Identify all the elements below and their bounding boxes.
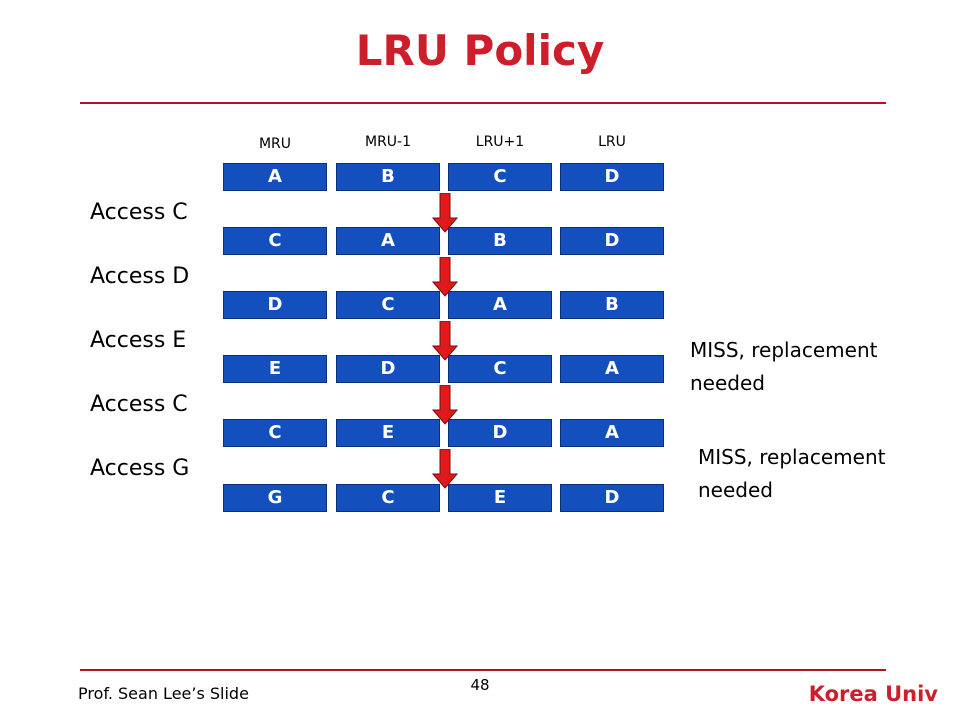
cache-cell: D [560, 227, 664, 255]
column-header-2: MRU-1 [364, 134, 411, 150]
slide-title: LRU Policy [355, 26, 605, 75]
cache-cell: A [560, 355, 664, 383]
access-label: Access G [90, 456, 190, 481]
cache-cell: D [560, 163, 664, 191]
top-divider [80, 102, 886, 104]
cache-cell: D [223, 291, 327, 319]
column-header-1: MRU [258, 136, 292, 152]
cache-cell: C [336, 484, 440, 512]
cache-cell: C [448, 355, 552, 383]
cache-cell: A [448, 291, 552, 319]
cache-cell: E [448, 484, 552, 512]
miss-note-2-line1: MISS, replacement [698, 445, 886, 469]
access-label: Access C [90, 200, 188, 225]
down-arrow-icon [431, 320, 459, 361]
cache-cell: C [223, 419, 327, 447]
column-header-3: LRU+1 [475, 134, 525, 150]
miss-note-2: MISS, replacement needed [698, 441, 885, 507]
cache-cell: A [560, 419, 664, 447]
down-arrow-icon [431, 448, 459, 489]
access-label: Access D [90, 264, 190, 289]
cache-cell: C [448, 163, 552, 191]
cache-cell: D [448, 419, 552, 447]
cache-cell: D [560, 484, 664, 512]
cache-cell: A [336, 227, 440, 255]
miss-note-1: MISS, replacement needed [690, 334, 877, 400]
cache-cell: C [336, 291, 440, 319]
down-arrow-icon [431, 256, 459, 297]
cache-cell: A [223, 163, 327, 191]
miss-note-2-line2: needed [698, 478, 773, 502]
footer-org: Korea Univ [808, 682, 938, 706]
access-label: Access C [90, 392, 188, 417]
cache-cell: E [336, 419, 440, 447]
cache-cell: G [223, 484, 327, 512]
page-number: 48 [470, 676, 490, 694]
access-label: Access E [90, 328, 187, 353]
cache-cell: C [223, 227, 327, 255]
down-arrow-icon [431, 192, 459, 233]
cache-cell: B [448, 227, 552, 255]
column-header-4: LRU [598, 134, 626, 150]
down-arrow-icon [431, 384, 459, 425]
footer-author: Prof. Sean Lee’s Slide [78, 684, 249, 703]
bottom-divider [80, 669, 886, 671]
cache-cell: E [223, 355, 327, 383]
cache-cell: B [336, 163, 440, 191]
miss-note-1-line1: MISS, replacement [690, 338, 878, 362]
miss-note-1-line2: needed [690, 371, 765, 395]
cache-cell: D [336, 355, 440, 383]
cache-cell: B [560, 291, 664, 319]
